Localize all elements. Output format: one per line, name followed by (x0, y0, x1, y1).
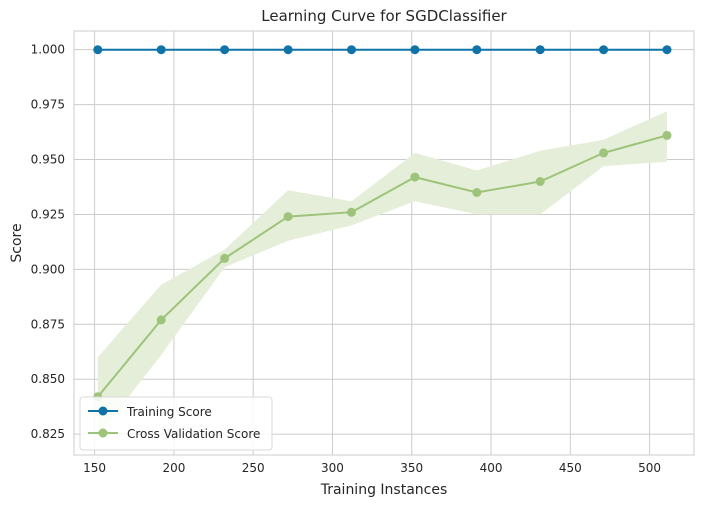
point-cross-validation-score (662, 130, 672, 140)
point-training-score (599, 45, 609, 55)
point-cross-validation-score (472, 188, 482, 197)
y-tick-label: 0.900 (31, 262, 65, 276)
x-tick-label: 450 (559, 461, 582, 475)
x-tick-label: 300 (321, 461, 344, 475)
point-training-score (410, 45, 420, 55)
point-cross-validation-score (283, 212, 293, 222)
legend: Training Score Cross Validation Score (79, 396, 273, 451)
y-tick-label: 0.975 (31, 98, 65, 112)
line-cross-validation-score (97, 134, 668, 398)
point-training-score (535, 45, 545, 55)
point-training-score (662, 45, 672, 55)
x-tick-label: 250 (242, 461, 265, 475)
point-cross-validation-score (156, 315, 166, 325)
y-tick-label: 0.950 (31, 153, 65, 167)
plot-area (73, 30, 695, 456)
point-cross-validation-score (599, 148, 609, 158)
legend-marker-training-score (98, 406, 108, 416)
x-tick-label: 150 (83, 461, 106, 475)
point-cross-validation-score (220, 253, 230, 263)
y-tick-label: 0.925 (31, 207, 65, 221)
point-training-score (283, 45, 293, 55)
legend-label-training-score: Training Score (126, 405, 212, 419)
point-cross-validation-score (535, 177, 545, 186)
point-training-score (472, 45, 482, 55)
y-tick-label: 0.825 (31, 427, 65, 441)
y-axis-title: Score (9, 223, 25, 262)
x-tick-label: 350 (400, 461, 423, 475)
x-axis-title: Training Instances (320, 482, 448, 498)
series-lines (97, 48, 668, 398)
point-training-score (93, 45, 103, 55)
point-cross-validation-score (410, 172, 420, 182)
x-tick-label: 200 (162, 461, 185, 475)
y-tick-label: 1.000 (31, 43, 65, 57)
band-cross-validation-score (97, 111, 668, 437)
point-training-score (220, 45, 230, 55)
y-tick-label: 0.850 (31, 372, 65, 386)
confidence-bands (97, 111, 668, 437)
x-tick-label: 500 (638, 461, 661, 475)
legend-label-cross-validation-score: Cross Validation Score (127, 427, 260, 441)
chart-title: Learning Curve for SGDClassifier (261, 7, 507, 25)
x-tick-label: 400 (480, 461, 503, 475)
legend-box (79, 396, 273, 451)
point-training-score (156, 45, 166, 55)
point-training-score (347, 45, 356, 55)
point-cross-validation-score (347, 207, 356, 217)
y-tick-label: 0.875 (31, 317, 65, 331)
y-tick-labels: 0.825 0.850 0.875 0.900 0.925 0.950 0.975 1.000 (31, 43, 65, 441)
legend-marker-cross-validation-score (98, 428, 108, 438)
series-points (93, 45, 672, 402)
x-tick-labels: 150 200 250 300 350 400 450 500 (83, 461, 661, 475)
